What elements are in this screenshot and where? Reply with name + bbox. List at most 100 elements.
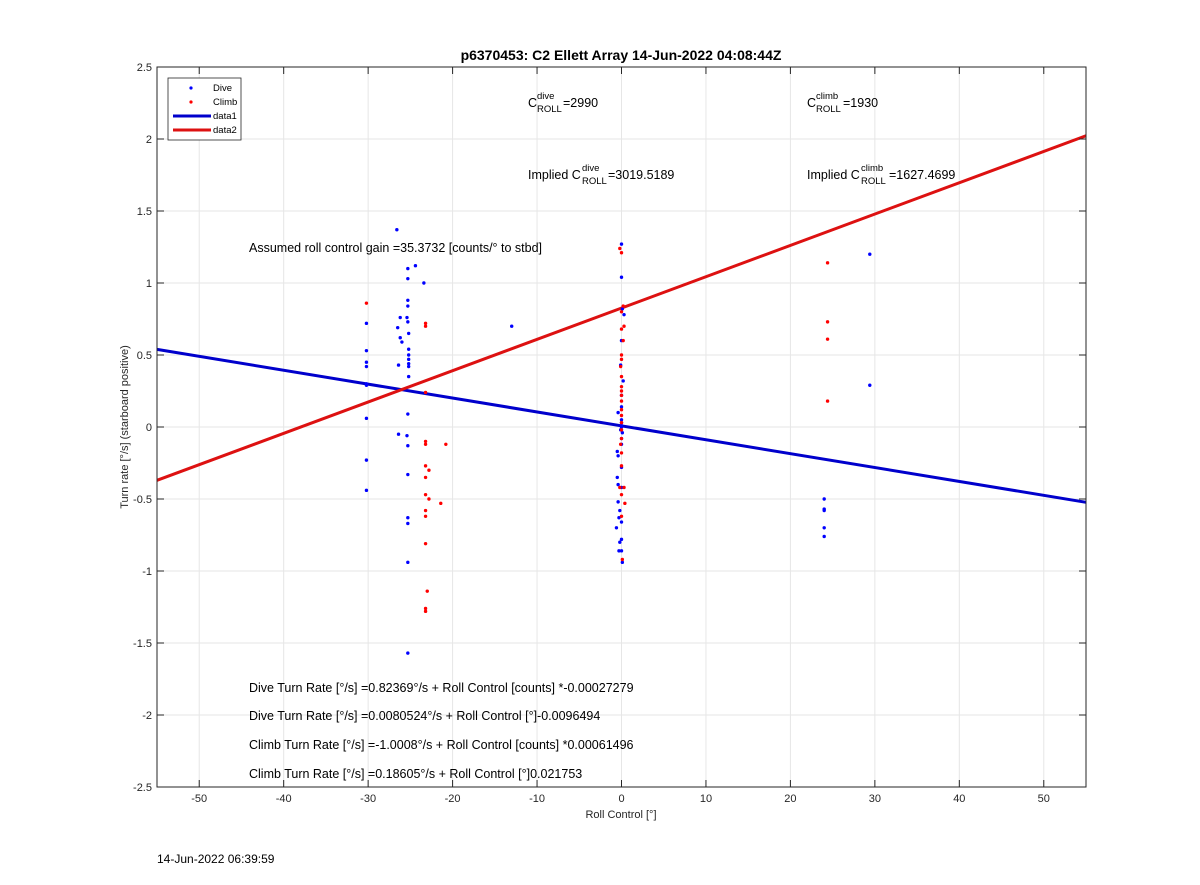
dive-point — [364, 321, 369, 326]
climb-point — [619, 353, 624, 357]
implied-climb-prefix: Implied C — [807, 168, 860, 182]
x-tick-label: -30 — [360, 793, 376, 805]
c-dive-annotation: C dive ROLL =2990 — [528, 91, 598, 115]
y-tick-label: 1 — [146, 278, 152, 290]
climb-point — [423, 514, 428, 518]
climb-point — [619, 492, 624, 497]
y-tick-label: 1.5 — [137, 206, 152, 218]
climb-point — [439, 501, 443, 506]
climb-point — [619, 408, 624, 412]
y-tick-label: 0.5 — [137, 350, 152, 362]
implied-dive-value: =3019.5189 — [608, 168, 674, 182]
dive-point — [405, 433, 409, 438]
dive-point — [413, 264, 418, 268]
series-dive-points — [364, 228, 872, 655]
y-tick-label: -2 — [142, 710, 152, 722]
climb-point — [621, 304, 625, 308]
climb-point — [423, 492, 428, 497]
dive-point — [616, 482, 620, 487]
dive-point — [364, 348, 369, 353]
dive-point — [406, 304, 410, 308]
dive-point — [406, 320, 410, 324]
legend-label-climb: Climb — [213, 97, 237, 108]
climb-point — [423, 464, 428, 468]
climb-point — [423, 321, 428, 326]
climb-point — [621, 338, 625, 343]
dive-point — [618, 508, 622, 513]
implied-dive-sup: dive — [582, 163, 599, 174]
dive-point — [406, 412, 410, 416]
climb-point — [619, 251, 624, 255]
dive-point — [406, 347, 411, 351]
dive-point — [406, 651, 410, 655]
climb-point — [619, 393, 624, 398]
ticks: -50 -40 -30 -20 -10 0 10 20 30 40 50-2.5-2-1.5-1-0… — [133, 62, 1086, 805]
dive-point — [868, 383, 872, 387]
implied-climb-sup: climb — [861, 163, 883, 174]
dive-point — [398, 315, 402, 320]
legend-label-dive: Dive — [213, 83, 232, 94]
dive-point — [618, 540, 622, 544]
climb-point — [619, 327, 624, 331]
dive-point — [616, 410, 620, 415]
dive-point — [622, 312, 626, 317]
x-tick-label: 0 — [618, 793, 624, 805]
dive-equation-counts: Dive Turn Rate [°/s] =0.82369°/s + Roll … — [249, 681, 634, 695]
dive-point — [620, 307, 625, 311]
dive-point — [617, 549, 621, 553]
x-tick-label: -50 — [191, 793, 207, 805]
climb-point — [423, 609, 428, 614]
dive-point — [406, 357, 411, 362]
x-tick-label: 50 — [1038, 793, 1050, 805]
climb-point — [619, 384, 624, 389]
climb-point — [618, 246, 622, 251]
dive-point — [616, 500, 620, 504]
climb-point — [423, 541, 428, 546]
x-tick-label: 10 — [700, 793, 712, 805]
implied-dive-annotation: Implied C dive ROLL =3019.5189 — [528, 163, 674, 187]
dive-point — [406, 298, 410, 302]
climb-equation-counts: Climb Turn Rate [°/s] =-1.0008°/s + Roll… — [249, 738, 634, 752]
c-climb-sup: climb — [816, 91, 838, 102]
climb-point — [622, 324, 626, 328]
dive-point — [364, 416, 369, 421]
dive-point — [398, 336, 402, 340]
dive-point — [822, 534, 826, 539]
dive-point — [406, 472, 410, 477]
dive-point — [621, 379, 625, 383]
dive-point — [395, 228, 399, 232]
dive-point — [620, 560, 625, 565]
dive-point — [406, 331, 411, 336]
climb-point — [423, 475, 428, 480]
dive-point — [616, 454, 620, 458]
climb-point — [618, 442, 623, 446]
climb-point — [618, 485, 622, 490]
dive-point — [822, 526, 826, 530]
dive-point — [396, 432, 401, 436]
legend-label-data1: data1 — [213, 111, 237, 122]
dive-point — [396, 363, 401, 367]
dive-point — [619, 425, 624, 429]
climb-point — [423, 508, 428, 513]
y-tick-label: -1.5 — [133, 638, 152, 650]
dive-point — [620, 431, 625, 435]
c-dive-sup: dive — [537, 91, 554, 102]
y-axis-label: Turn rate [°/s] (starboard positive) — [119, 345, 131, 509]
dive-point — [422, 281, 426, 285]
dive-point — [619, 520, 624, 524]
c-climb-value: =1930 — [843, 96, 878, 110]
dive-point — [619, 549, 624, 553]
dive-point — [614, 526, 619, 530]
y-tick-label: -2.5 — [133, 782, 152, 794]
dive-point — [619, 418, 624, 422]
x-tick-label: -10 — [529, 793, 545, 805]
climb-point — [619, 374, 624, 379]
dive-point — [406, 374, 411, 379]
gain-annotation: Assumed roll control gain =35.3732 [coun… — [249, 241, 542, 255]
legend-symbol-dive — [189, 86, 193, 90]
legend: Dive Climb data1 data2 — [167, 77, 242, 141]
c-climb-sub: ROLL — [816, 104, 841, 115]
y-tick-label: 2 — [146, 134, 152, 146]
dive-point — [615, 475, 619, 480]
chart-title: p6370453: C2 Ellett Array 14-Jun-2022 04… — [461, 47, 782, 63]
